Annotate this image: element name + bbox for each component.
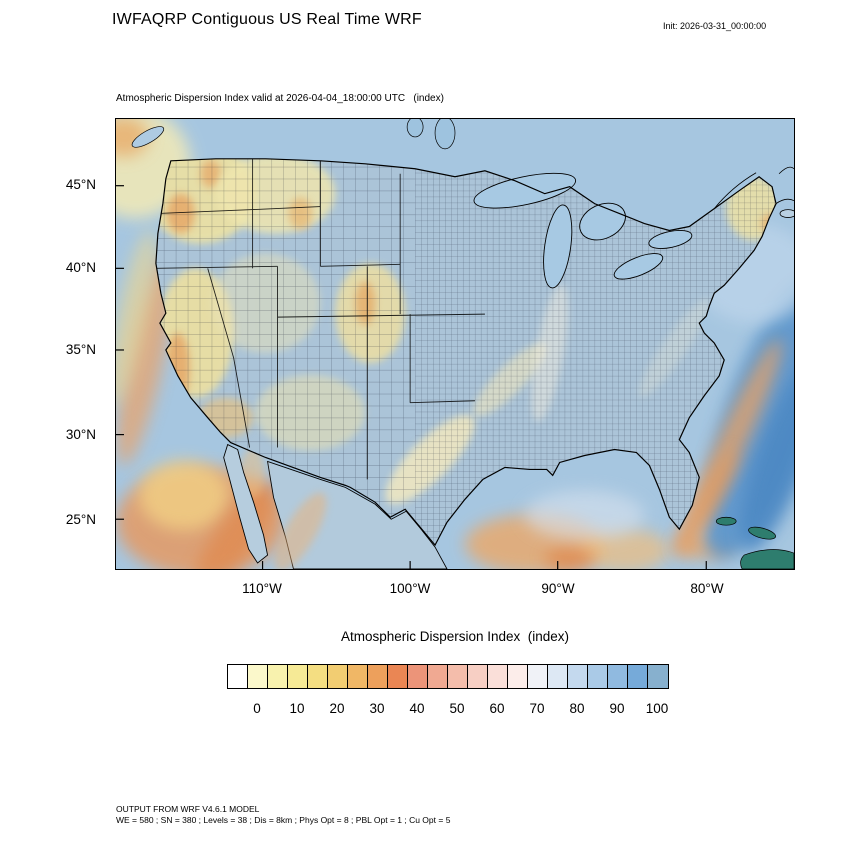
y-tick-label: 45°N [65,177,96,192]
init-timestamp: Init: 2026-03-31_00:00:00 [663,21,767,31]
caribbean-islands [715,516,794,569]
colorbar-swatch [608,665,628,688]
colorbar-swatch [588,665,608,688]
colorbar-swatch [628,665,648,688]
colorbar-swatch [388,665,408,688]
colorbar-tick-label: 90 [609,701,625,716]
ocean-layer [116,119,794,569]
colorbar-swatch [268,665,288,688]
dispersion-map [116,119,794,569]
footer-config-line: WE = 580 ; SN = 380 ; Levels = 38 ; Dis … [116,815,451,825]
x-tick-label: 90°W [541,581,575,596]
lake-ontario [648,229,693,249]
colorbar-swatch [508,665,528,688]
colorbar-swatch [648,665,668,688]
colorbar-tick-label: 30 [369,701,385,716]
colorbar-swatch [368,665,388,688]
colorbar [227,664,669,689]
great-lakes [473,172,693,289]
colorbar-swatch [428,665,448,688]
colorbar-tick-label: 0 [253,701,261,716]
colorbar-tick-label: 70 [529,701,545,716]
page-title: IWFAQRP Contiguous US Real Time WRF [112,11,422,28]
lake-huron [579,202,626,241]
colorbar-swatch [568,665,588,688]
colorbar-tick-labels: 0 10 20 30 40 50 60 70 80 90 100 [227,701,669,719]
colorbar-swatch [288,665,308,688]
baja-peninsula [223,443,269,564]
colorbar-swatch [228,665,248,688]
footer: OUTPUT FROM WRF V4.6.1 MODEL WE = 580 ; … [116,804,450,826]
lake-erie [613,253,664,280]
colorbar-tick-label: 20 [329,701,345,716]
lake-michigan [543,204,573,289]
plot-subtitle: Atmospheric Dispersion Index valid at 20… [116,93,444,104]
colorbar-tick-label: 100 [645,701,669,716]
y-tick-label: 35°N [65,342,96,357]
colorbar-swatch [248,665,268,688]
colorbar-tick-label: 40 [409,701,425,716]
x-axis-tick-labels: 110°W 100°W 90°W 80°W [115,578,795,600]
state-boundaries [155,158,485,480]
colorbar-tick-label: 50 [449,701,465,716]
y-tick-label: 25°N [65,512,96,527]
x-tick-label: 80°W [690,581,724,596]
colorbar-swatch [468,665,488,688]
colorbar-swatch [328,665,348,688]
colorbar-tick-label: 80 [569,701,585,716]
y-axis-tick-labels: 45°N 40°N 35°N 30°N 25°N [0,118,108,570]
colorbar-swatch [348,665,368,688]
colorbar-swatch [408,665,428,688]
legend-title: Atmospheric Dispersion Index (index) [340,629,570,644]
colorbar-swatch [448,665,468,688]
colorbar-swatch [308,665,328,688]
canada-coast-details [131,119,794,218]
colorbar-swatch [548,665,568,688]
lake-superior [473,172,577,209]
footer-model-line: OUTPUT FROM WRF V4.6.1 MODEL [116,804,260,814]
map-frame [115,118,795,570]
y-tick-label: 40°N [65,260,96,275]
colorbar-tick-label: 60 [489,701,505,716]
axis-tick-marks [116,185,707,569]
x-tick-label: 110°W [242,581,282,596]
colorbar-swatch [488,665,508,688]
colorbar-swatch [528,665,548,688]
x-tick-label: 100°W [389,581,431,596]
colorbar-tick-label: 10 [289,701,305,716]
y-tick-label: 30°N [65,427,96,442]
